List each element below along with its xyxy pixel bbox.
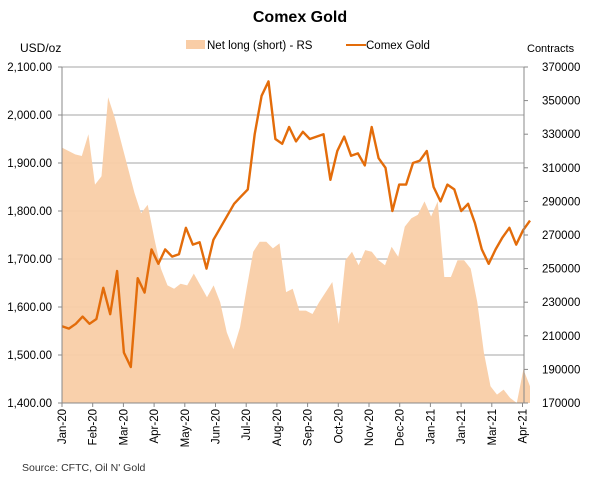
source-note: Source: CFTC, Oil N' Gold [22,462,146,474]
right-axis-label: Contracts [527,43,575,55]
x-tick-label: Oct-20 [333,409,345,444]
legend-label-gold: Comex Gold [366,40,430,52]
chart-title: Comex Gold [253,9,347,26]
x-tick-label: Apr-21 [518,409,530,444]
x-tick-label: Jan-21 [456,409,468,444]
x-tick-label: Aug-20 [272,409,284,446]
comex-gold-line [61,80,531,369]
x-tick-label: Jan-20 [57,409,69,444]
x-tick-label: Nov-20 [364,409,376,446]
left-tick-label: 2,100.00 [7,62,52,74]
legend-swatch-net-long [186,40,205,49]
left-tick-label: 1,500.00 [7,350,52,362]
x-tick-label: Jun-20 [211,409,223,444]
right-tick-label: 170000 [542,398,580,410]
right-tick-label: 370000 [542,62,580,74]
x-tick-label: Jan-21 [425,409,437,444]
left-axis-label: USD/oz [20,41,61,55]
legend-label-net-long: Net long (short) - RS [207,40,313,52]
right-tick-label: 350000 [542,96,580,108]
left-tick-label: 1,700.00 [7,254,52,266]
right-tick-label: 290000 [542,196,580,208]
left-tick-label: 2,000.00 [7,110,52,122]
right-tick-label: 250000 [542,264,580,276]
right-tick-label: 330000 [542,129,580,141]
right-tick-label: 310000 [542,163,580,175]
left-tick-label: 1,600.00 [7,302,52,314]
x-tick-label: May-20 [180,409,192,447]
left-tick-label: 1,800.00 [7,206,52,218]
left-tick-label: 1,900.00 [7,158,52,170]
net-long-area [62,97,530,403]
x-tick-label: Mar-21 [487,409,499,445]
x-tick-label: Apr-20 [149,409,161,444]
left-tick-label: 1,400.00 [7,398,52,410]
x-tick-label: Jul-20 [241,409,253,440]
x-tick-label: Feb-20 [88,409,100,445]
right-tick-label: 210000 [542,331,580,343]
right-tick-label: 230000 [542,297,580,309]
right-tick-label: 190000 [542,364,580,376]
x-tick-label: Dec-20 [395,409,407,446]
x-tick-label: Mar-20 [118,409,130,445]
right-tick-label: 270000 [542,230,580,242]
x-tick-label: Sep-20 [303,409,315,446]
